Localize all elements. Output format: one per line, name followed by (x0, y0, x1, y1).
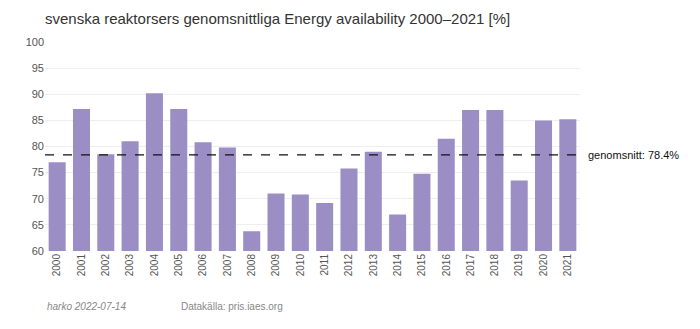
svg-text:2011: 2011 (319, 254, 330, 276)
svg-text:2020: 2020 (538, 254, 549, 277)
svg-text:2009: 2009 (270, 254, 281, 277)
svg-text:2012: 2012 (343, 254, 354, 277)
svg-text:90: 90 (32, 88, 44, 100)
svg-text:2021: 2021 (562, 254, 573, 277)
svg-text:harko 2022-07-14: harko 2022-07-14 (47, 301, 126, 312)
svg-text:Datakälla: pris.iaes.org: Datakälla: pris.iaes.org (181, 301, 283, 312)
svg-text:2007: 2007 (222, 254, 233, 277)
svg-text:svenska reaktorsers genomsnitt: svenska reaktorsers genomsnittliga Energ… (45, 10, 510, 27)
svg-text:2008: 2008 (246, 254, 257, 277)
svg-text:2013: 2013 (368, 254, 379, 277)
svg-text:2004: 2004 (149, 254, 160, 277)
svg-text:2016: 2016 (441, 254, 452, 277)
svg-text:95: 95 (32, 62, 44, 74)
svg-text:2000: 2000 (51, 254, 62, 277)
svg-text:100: 100 (26, 36, 44, 48)
svg-text:2014: 2014 (392, 254, 403, 277)
svg-text:65: 65 (32, 219, 44, 231)
svg-text:75: 75 (32, 166, 44, 178)
svg-text:2015: 2015 (416, 254, 427, 277)
svg-text:2019: 2019 (513, 254, 524, 277)
svg-text:2018: 2018 (489, 254, 500, 277)
svg-text:2006: 2006 (197, 254, 208, 277)
svg-text:2010: 2010 (295, 254, 306, 277)
svg-text:70: 70 (32, 193, 44, 205)
svg-text:85: 85 (32, 114, 44, 126)
svg-text:2005: 2005 (173, 254, 184, 277)
svg-text:60: 60 (32, 245, 44, 257)
svg-text:genomsnitt: 78.4%: genomsnitt: 78.4% (588, 149, 679, 161)
svg-text:2017: 2017 (465, 254, 476, 277)
svg-text:2001: 2001 (76, 254, 87, 277)
svg-text:2003: 2003 (124, 254, 135, 277)
svg-text:2002: 2002 (100, 254, 111, 277)
svg-text:80: 80 (32, 140, 44, 152)
